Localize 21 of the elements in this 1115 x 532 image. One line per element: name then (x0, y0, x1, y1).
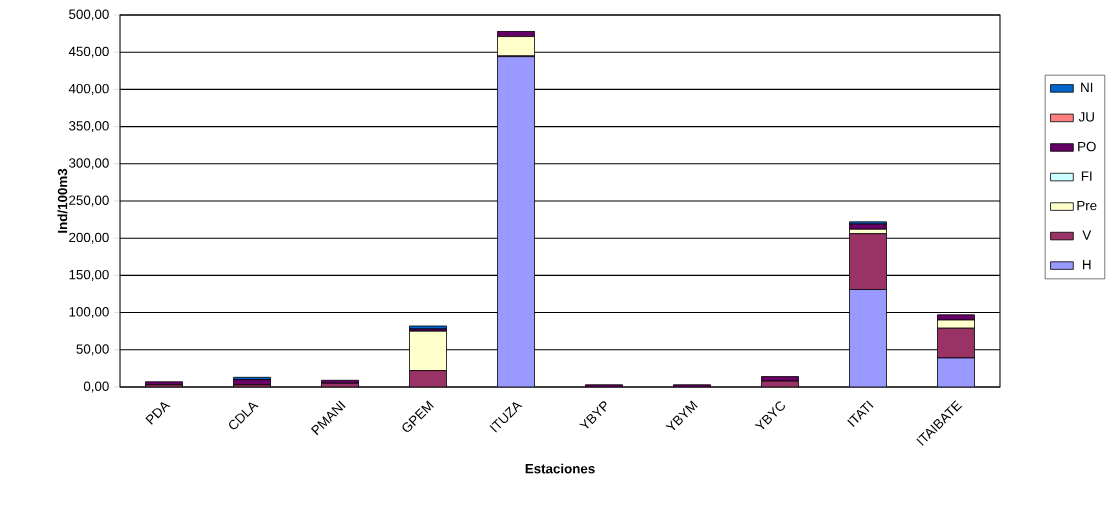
y-tick-label: 50,00 (76, 344, 109, 356)
y-tick-label: 350,00 (69, 121, 109, 133)
legend-label: Pre (1077, 200, 1097, 211)
legend-label: V (1082, 230, 1092, 240)
bar (849, 223, 887, 230)
y-tick-label: 400,00 (68, 83, 109, 95)
y-tick-label: 300,00 (69, 158, 109, 170)
y-tick-label: 450,00 (68, 46, 109, 58)
legend-label: JU (1078, 112, 1094, 122)
y-tick-label: 500,00 (69, 9, 109, 21)
legend-label: FI (1081, 171, 1092, 181)
x-axis-title: Estaciones (525, 463, 595, 474)
legend-label: PO (1078, 141, 1096, 152)
y-tick-label: 0,00 (83, 381, 109, 393)
y-tick-label: 250,00 (69, 195, 109, 207)
y-tick-label: 150,00 (69, 269, 109, 281)
legend-label: NI (1081, 82, 1093, 92)
y-axis-title: Ind/100m3 (57, 168, 68, 233)
y-tick-label: 200,00 (69, 232, 109, 244)
y-tick-label: 100,00 (69, 307, 109, 319)
legend-label: H (1083, 259, 1091, 270)
